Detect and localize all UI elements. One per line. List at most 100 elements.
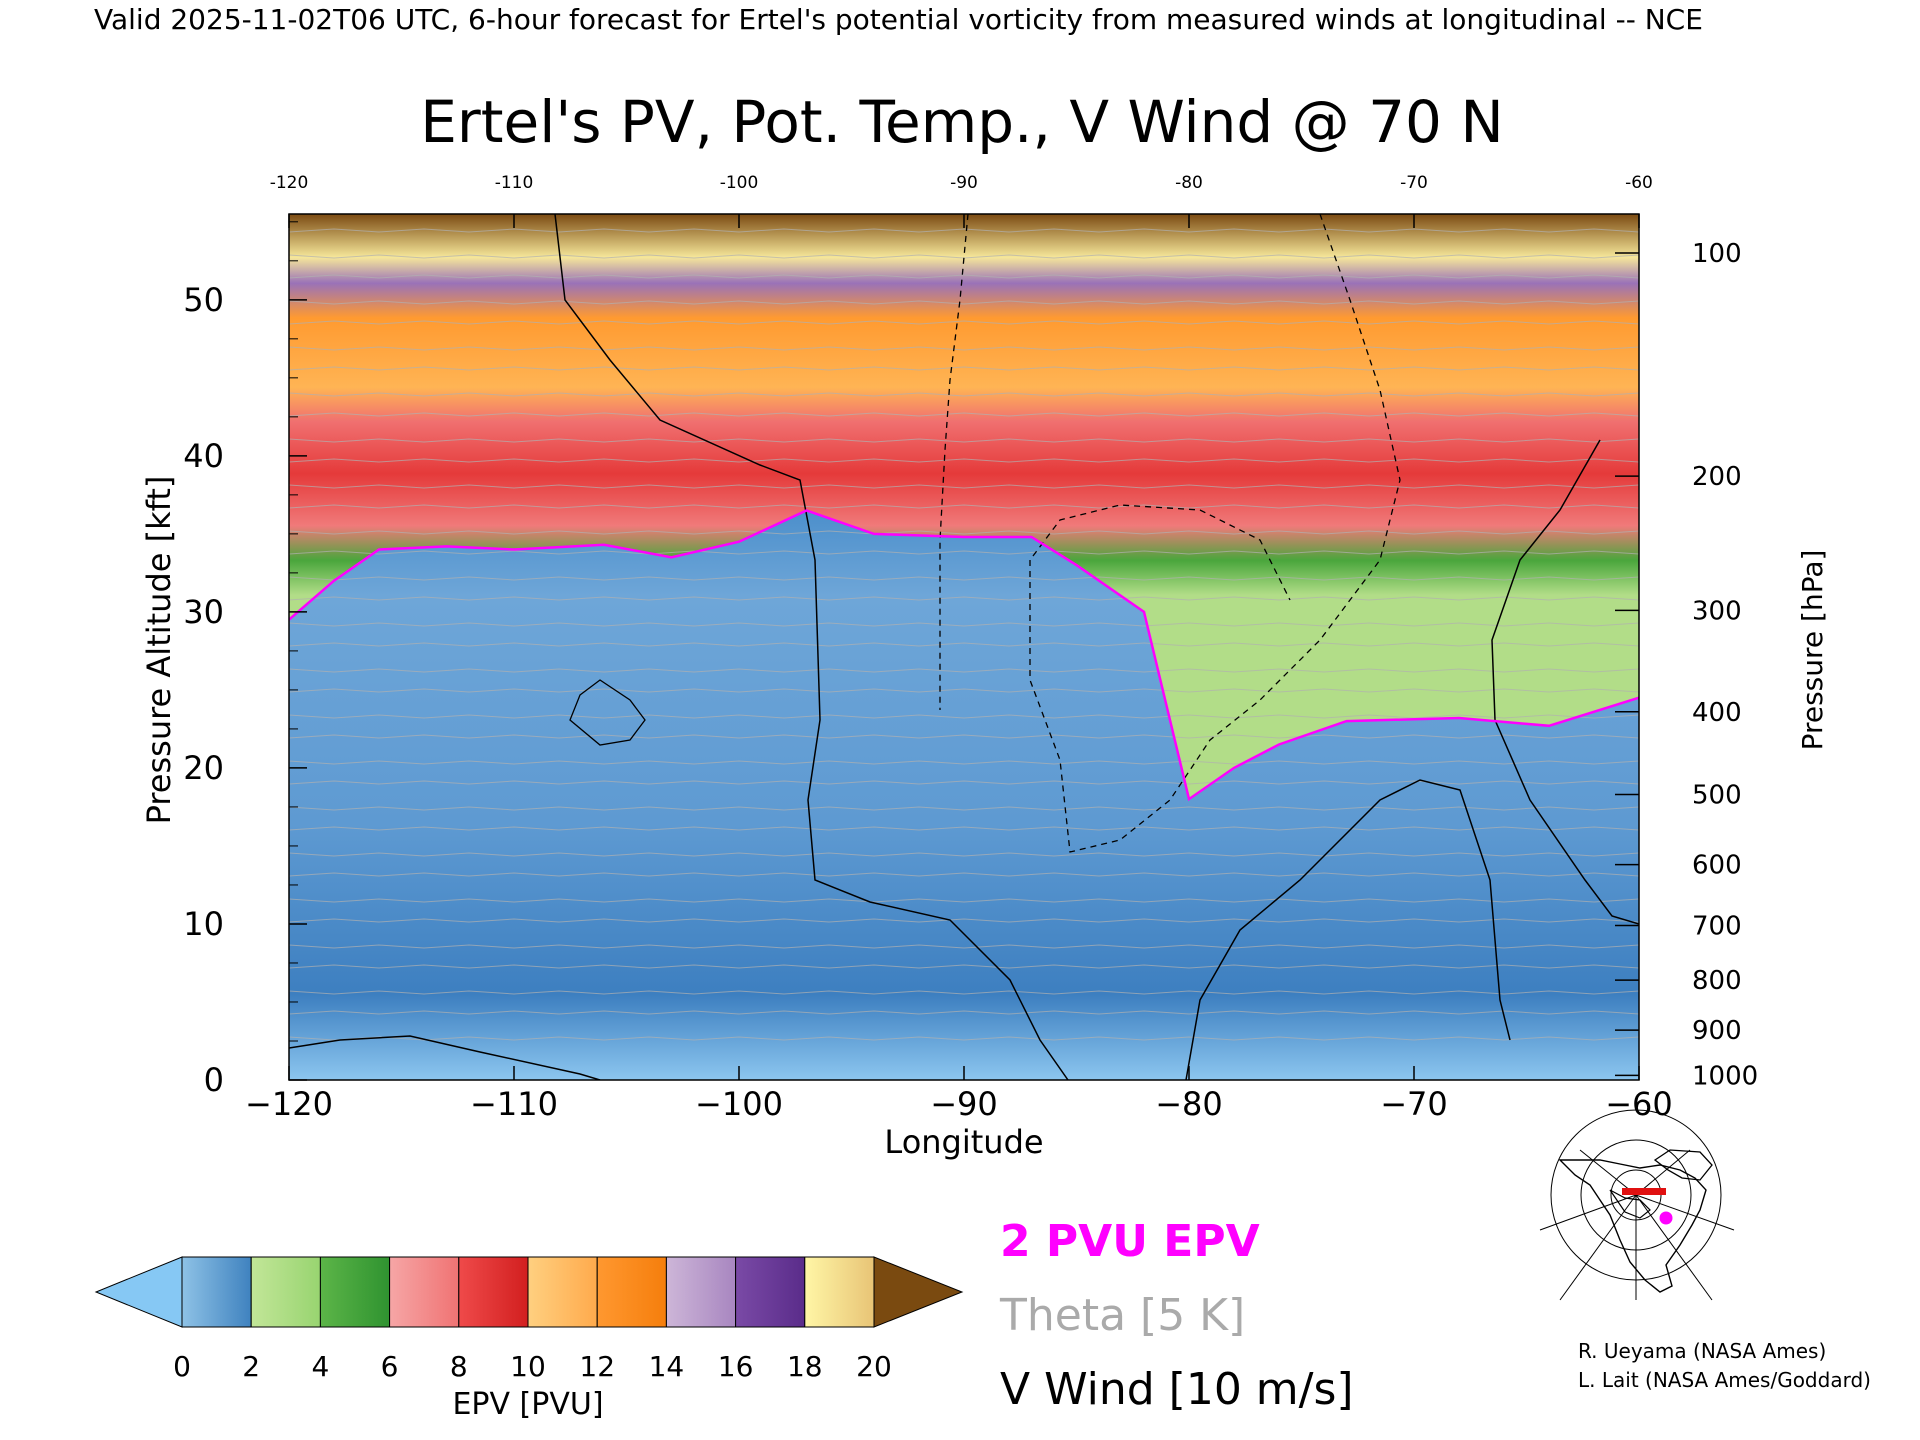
epv-below-2pvu-region (289, 510, 1639, 1080)
colorbar-bin (250, 1256, 321, 1328)
x-tick-label: −80 (1155, 1085, 1223, 1123)
credit-line-2: L. Lait (NASA Ames/Goddard) (1578, 1368, 1871, 1392)
locator-map (1538, 1109, 1735, 1301)
theta-contour-line (289, 458, 1639, 463)
pressure-tick-label: 900 (1692, 1016, 1742, 1046)
y-tick-label: 20 (183, 749, 224, 787)
colorbar-bin (735, 1256, 806, 1328)
theta-contour-line (289, 274, 1639, 279)
theta-contour-line (289, 944, 1639, 949)
theta-contour-line (289, 254, 1639, 259)
theta-contour-line (289, 346, 1639, 351)
x-tick-label: −70 (1380, 1085, 1448, 1123)
theta-contour-line (289, 320, 1639, 325)
pressure-axis-ticks: 100 200 300 400 500 600 700 800 900 1000 (1615, 239, 1758, 1091)
vwind-zero-contour (1185, 779, 1511, 1080)
y-tick-label: 50 (183, 281, 224, 319)
theta-contour-line (289, 688, 1639, 693)
colorbar-tick-label: 2 (242, 1350, 260, 1383)
colorbar-tick-labels: 0 2 4 6 8 10 12 14 16 18 20 (173, 1350, 892, 1383)
valid-line: Valid 2025-11-02T06 UTC, 6-hour forecast… (94, 3, 1703, 36)
pressure-axis-label: Pressure [hPa] (1796, 550, 1829, 751)
theta-contour-line (289, 228, 1639, 233)
legend-theta: Theta [5 K] (999, 1290, 1245, 1341)
pressure-tick-label: 800 (1692, 966, 1742, 996)
theta-contour-line (289, 392, 1639, 397)
pressure-tick-label: 100 (1692, 239, 1742, 269)
legend-2pvu-epv: 2 PVU EPV (1000, 1216, 1260, 1267)
x-tick-label: −90 (930, 1085, 998, 1123)
y-axis-ticks: 0 10 20 30 40 50 (183, 221, 307, 1099)
plot-area (289, 214, 1639, 1080)
vwind-zero-contour (554, 214, 1069, 1080)
colorbar-bin (665, 1256, 737, 1328)
pressure-tick-label: 200 (1692, 462, 1742, 492)
colorbar-bin (527, 1256, 598, 1328)
epv-colorbar (94, 1256, 964, 1328)
vwind-contour-10 (569, 679, 646, 746)
x-tick-label: −100 (695, 1085, 783, 1123)
y-tick-label: 0 (204, 1061, 224, 1099)
colorbar-bin (596, 1256, 667, 1328)
colorbar-tick-label: 18 (787, 1350, 823, 1383)
colorbar-tick-label: 12 (579, 1350, 615, 1383)
pressure-tick-label: 700 (1692, 912, 1742, 942)
x-top-tick-label: -90 (950, 173, 978, 193)
colorbar-bin (181, 1256, 252, 1328)
colorbar-tick-label: 20 (856, 1350, 892, 1383)
theta-contour-line (289, 780, 1639, 785)
pressure-tick-label: 300 (1692, 596, 1742, 626)
credit-line-1: R. Ueyama (NASA Ames) (1578, 1339, 1826, 1363)
theta-contours (289, 228, 1639, 1041)
x-tick-label: −120 (245, 1085, 333, 1123)
theta-contour-line (289, 576, 1639, 581)
x-top-tick-label: -70 (1400, 173, 1428, 193)
colorbar-under-triangle (94, 1256, 183, 1328)
theta-contour-line (289, 918, 1639, 923)
pressure-tick-label: 400 (1692, 698, 1742, 728)
colorbar-bin (804, 1256, 875, 1328)
pressure-tick-label: 1000 (1692, 1061, 1758, 1091)
theta-contour-line (289, 734, 1639, 739)
y-axis-label: Pressure Altitude [kft] (140, 476, 178, 825)
epv-2pvu-contour (289, 509, 1639, 802)
x-tick-label: −110 (470, 1085, 558, 1123)
theta-contour-line (289, 550, 1639, 555)
x-axis-ticks: −120 -120 −110 -110 −100 -100 −90 -90 −80 -80 −70 -… (245, 173, 1673, 1123)
chart-title: Ertel's PV, Pot. Temp., V Wind @ 70 N (420, 88, 1503, 156)
colorbar-bin (389, 1256, 460, 1328)
theta-contour-line (289, 898, 1639, 903)
x-top-tick-label: -100 (720, 173, 759, 193)
theta-contour-line (289, 806, 1639, 811)
colorbar-bin (458, 1256, 529, 1328)
theta-contour-line (289, 964, 1639, 969)
theta-contour-line (289, 438, 1639, 443)
theta-contour-line (289, 990, 1639, 995)
colorbar-bin (319, 1256, 391, 1328)
x-axis-label: Longitude (884, 1123, 1043, 1161)
theta-contour-line (289, 484, 1639, 489)
theta-contour-line (289, 668, 1639, 673)
colorbar-tick-label: 10 (510, 1350, 546, 1383)
theta-contour-line (289, 530, 1639, 535)
theta-contour-line (289, 504, 1639, 509)
colorbar-tick-label: 8 (450, 1350, 468, 1383)
legend-vwind: V Wind [10 m/s] (1000, 1364, 1354, 1415)
vwind-zero-contour (289, 1035, 601, 1080)
colorbar-tick-label: 4 (311, 1350, 329, 1383)
theta-contour-line (289, 1010, 1639, 1015)
theta-contour-line (289, 826, 1639, 831)
theta-contour-line (289, 642, 1639, 647)
x-top-tick-label: -110 (495, 173, 534, 193)
colorbar-tick-label: 0 (173, 1350, 191, 1383)
theta-contour-line (289, 596, 1639, 601)
x-top-tick-label: -80 (1175, 173, 1203, 193)
y-tick-label: 40 (183, 437, 224, 475)
theta-contour-line (289, 300, 1639, 305)
colorbar-label: EPV [PVU] (452, 1387, 603, 1422)
colorbar-over-triangle (873, 1256, 964, 1328)
pressure-tick-label: 600 (1692, 851, 1742, 881)
vwind-negative-contour (1029, 214, 1401, 853)
x-top-tick-label: -120 (270, 173, 309, 193)
pressure-tick-label: 500 (1692, 780, 1742, 810)
